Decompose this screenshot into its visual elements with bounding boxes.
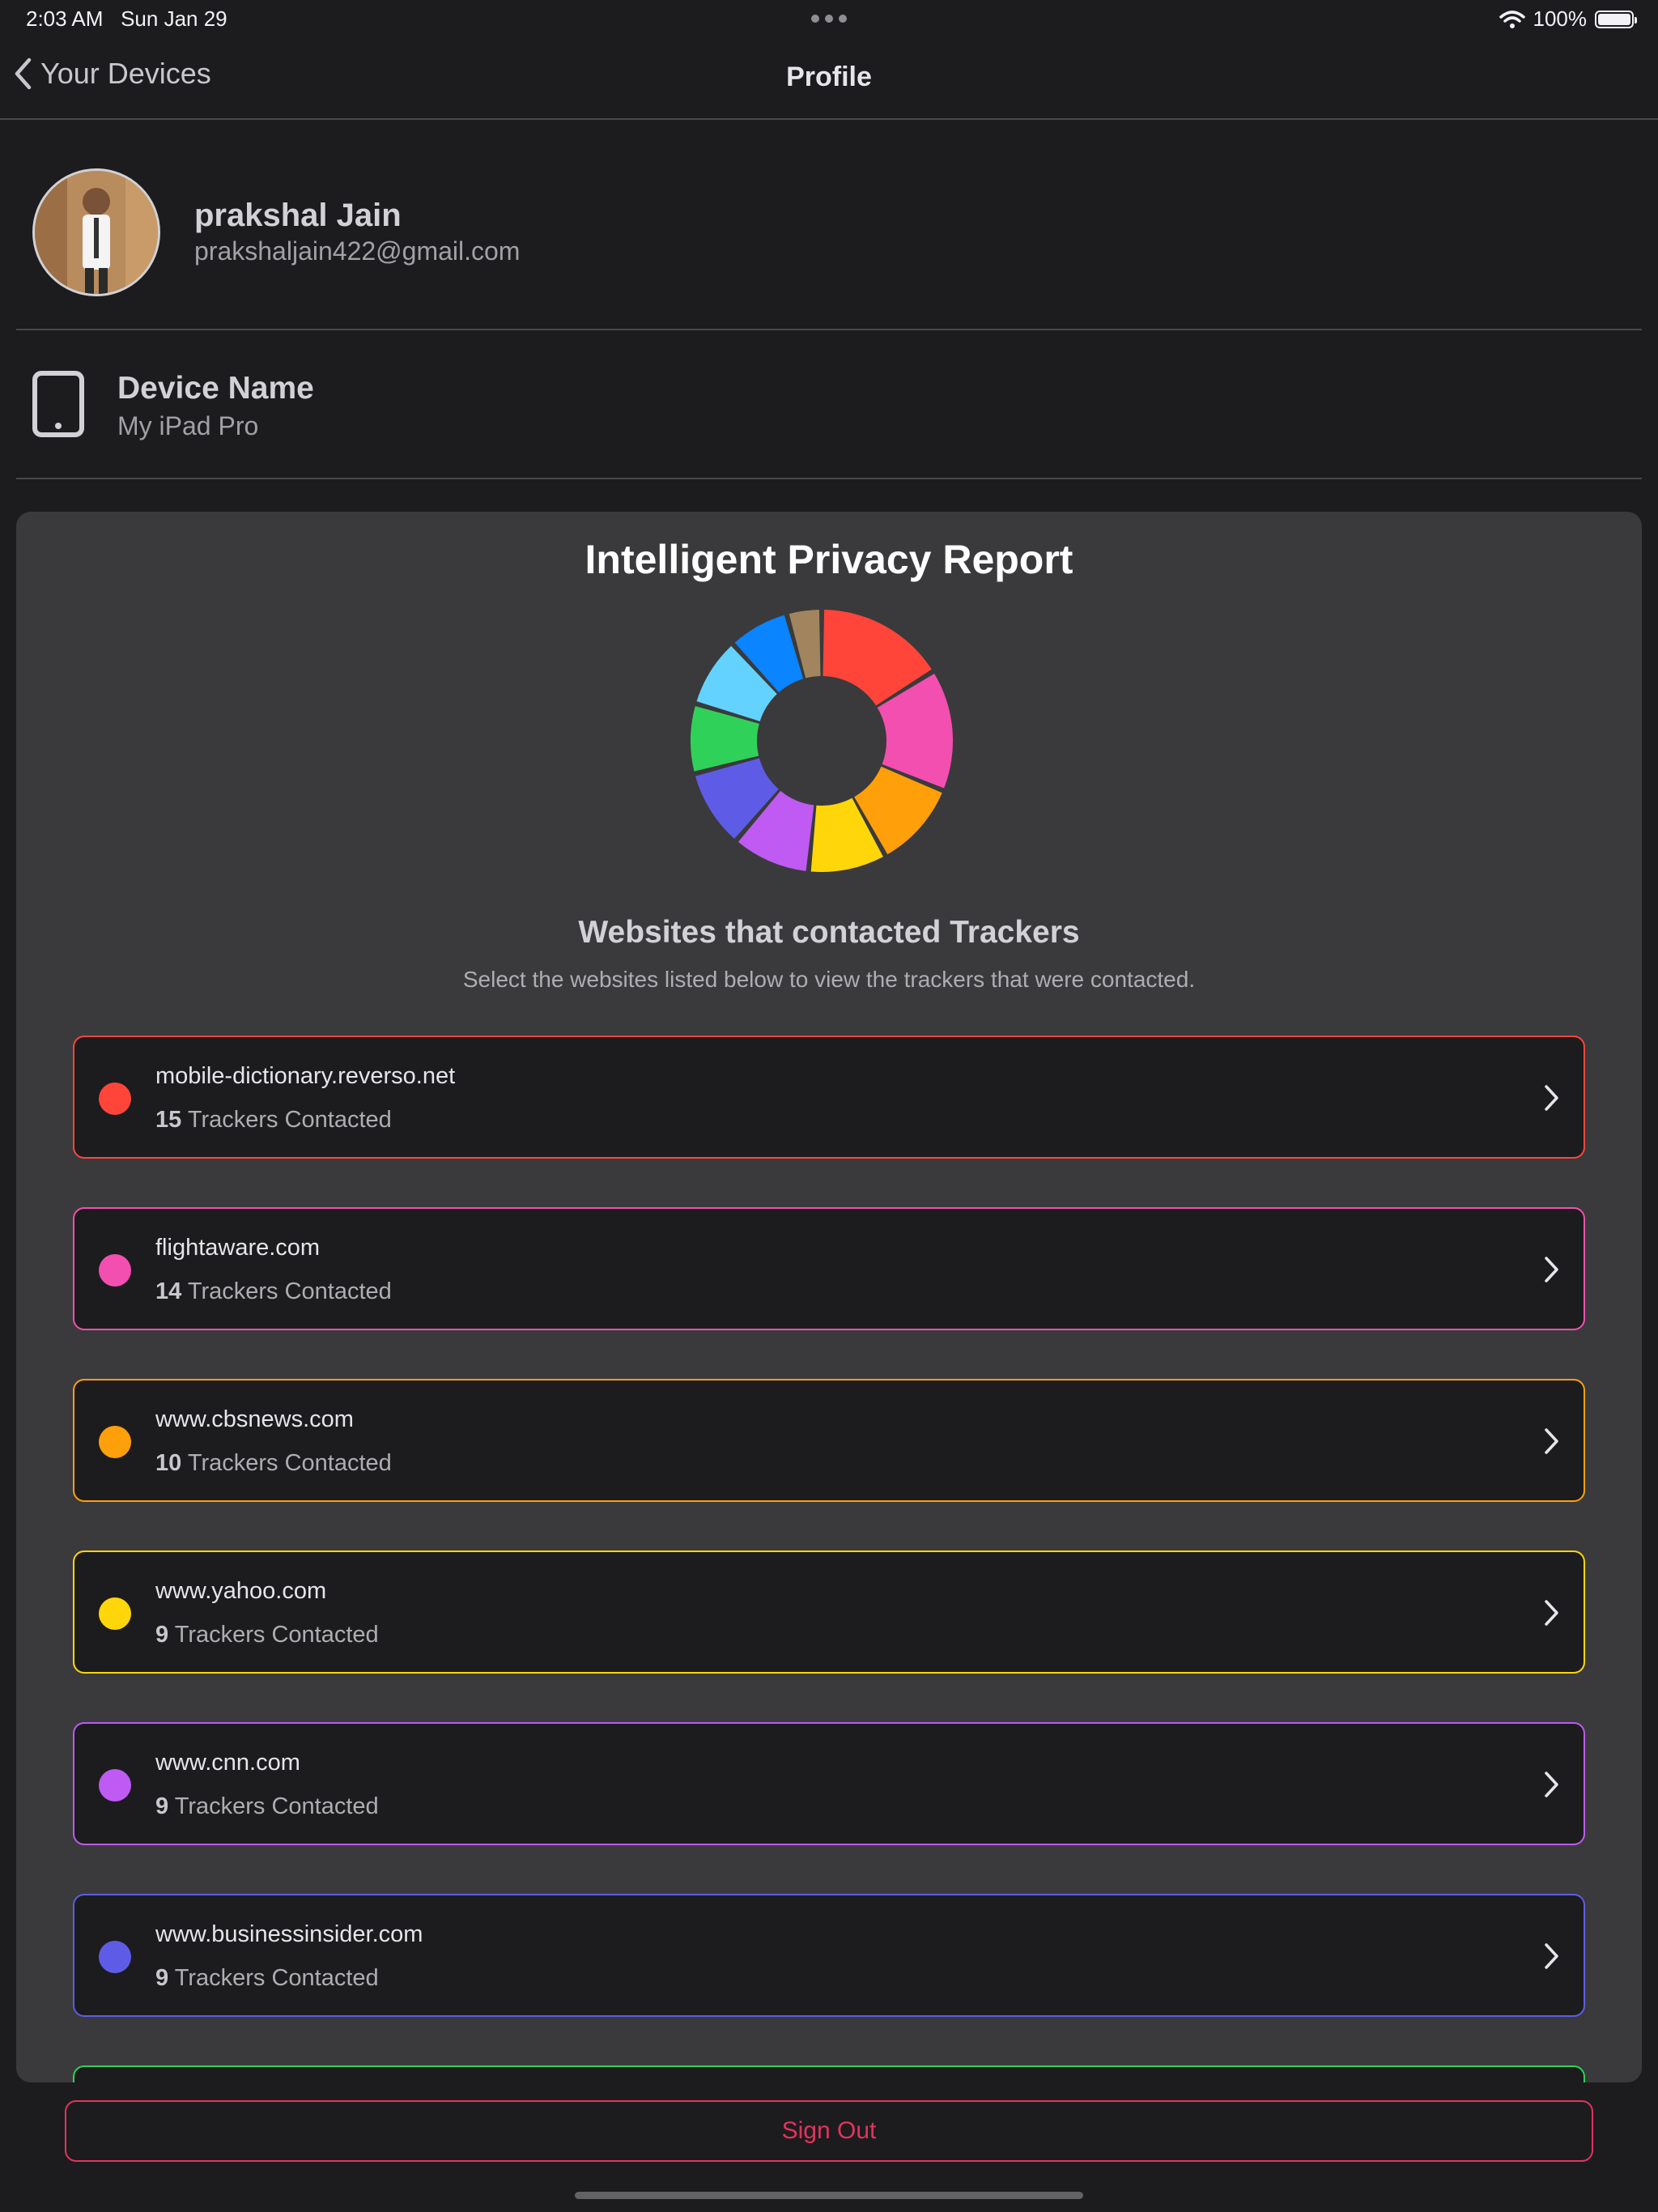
battery-icon — [1595, 10, 1637, 28]
status-bar: 2:03 AM Sun Jan 29 100% — [0, 0, 1658, 39]
site-tracker-count: 9 Trackers Contacted — [155, 1793, 379, 1819]
tracker-donut-chart — [691, 610, 953, 872]
chevron-right-icon — [1545, 1772, 1558, 1797]
chevron-right-icon — [1545, 1428, 1558, 1454]
sign-out-button[interactable]: Sign Out — [65, 2100, 1593, 2162]
back-button[interactable]: Your Devices — [13, 57, 211, 91]
site-color-dot — [99, 1769, 131, 1802]
ipad-icon — [32, 371, 84, 437]
site-color-dot — [99, 1254, 131, 1287]
chevron-left-icon — [15, 57, 32, 90]
site-name: www.businessinsider.com — [155, 1921, 423, 1947]
profile-name: prakshal Jain — [194, 198, 402, 233]
report-title: Intelligent Privacy Report — [585, 537, 1073, 582]
wifi-icon — [1499, 10, 1525, 28]
site-name: www.yahoo.com — [155, 1578, 327, 1604]
device-name-label: Device Name — [117, 371, 314, 406]
status-time: 2:03 AM Sun Jan 29 — [26, 6, 227, 31]
site-row[interactable]: www.businessinsider.com 9 Trackers Conta… — [73, 1894, 1585, 2017]
privacy-report-card: Intelligent Privacy Report Websites that… — [16, 512, 1642, 2082]
device-section: Device Name My iPad Pro — [16, 330, 1642, 479]
list-title: Websites that contacted Trackers — [578, 915, 1080, 950]
multitasking-dots-icon[interactable] — [811, 15, 847, 23]
battery-percent: 100% — [1533, 6, 1588, 31]
list-subtitle: Select the websites listed below to view… — [462, 967, 1196, 992]
site-row[interactable]: mobile-dictionary.reverso.net 15 Tracker… — [73, 1036, 1585, 1159]
profile-section: prakshal Jain prakshaljain422@gmail.com — [16, 121, 1642, 330]
chevron-right-icon — [1545, 1600, 1558, 1626]
site-row[interactable]: www.yahoo.com 9 Trackers Contacted — [73, 1551, 1585, 1674]
donut-slice — [691, 706, 759, 772]
site-tracker-count: 15 Trackers Contacted — [155, 1107, 392, 1133]
site-tracker-count: 14 Trackers Contacted — [155, 1278, 392, 1304]
back-label: Your Devices — [40, 57, 211, 90]
site-tracker-count: 9 Trackers Contacted — [155, 1965, 379, 1991]
donut-slice — [734, 615, 804, 693]
home-indicator[interactable] — [575, 2192, 1083, 2199]
status-indicators: 100% — [1499, 6, 1637, 32]
chevron-right-icon — [1545, 1257, 1558, 1283]
page-title: Profile — [786, 62, 872, 92]
site-row[interactable]: www.cbsnews.com 10 Trackers Contacted — [73, 1379, 1585, 1502]
site-tracker-count: 9 Trackers Contacted — [155, 1622, 379, 1648]
profile-email: prakshaljain422@gmail.com — [194, 236, 521, 266]
donut-slice — [823, 610, 932, 706]
donut-slice — [789, 610, 821, 678]
site-name: mobile-dictionary.reverso.net — [155, 1063, 456, 1089]
site-row[interactable]: www.cnn.com 9 Trackers Contacted — [73, 1722, 1585, 1845]
site-color-dot — [99, 1941, 131, 1973]
site-color-dot — [99, 1597, 131, 1630]
donut-slice — [696, 645, 777, 721]
navigation-bar: Your Devices Profile — [0, 39, 1658, 120]
site-name: flightaware.com — [155, 1235, 321, 1261]
device-name-value: My iPad Pro — [117, 411, 259, 440]
site-row[interactable]: flightaware.com 14 Trackers Contacted — [73, 1207, 1585, 1330]
site-color-dot — [99, 1426, 131, 1458]
site-name: www.cbsnews.com — [155, 1406, 354, 1432]
chevron-right-icon — [1545, 1085, 1558, 1111]
donut-slice — [695, 758, 779, 839]
site-color-dot — [99, 1083, 131, 1115]
site-tracker-count: 10 Trackers Contacted — [155, 1450, 392, 1476]
donut-slice — [854, 766, 942, 855]
avatar — [32, 168, 160, 296]
bottom-bar: Sign Out — [0, 2082, 1658, 2212]
site-list: mobile-dictionary.reverso.net 15 Tracker… — [73, 1036, 1585, 2082]
donut-slice — [810, 798, 883, 872]
site-name: www.cnn.com — [155, 1750, 300, 1776]
site-row-partial[interactable] — [73, 2065, 1585, 2082]
donut-slice — [877, 673, 953, 789]
chevron-right-icon — [1545, 1943, 1558, 1969]
donut-slice — [738, 790, 814, 871]
